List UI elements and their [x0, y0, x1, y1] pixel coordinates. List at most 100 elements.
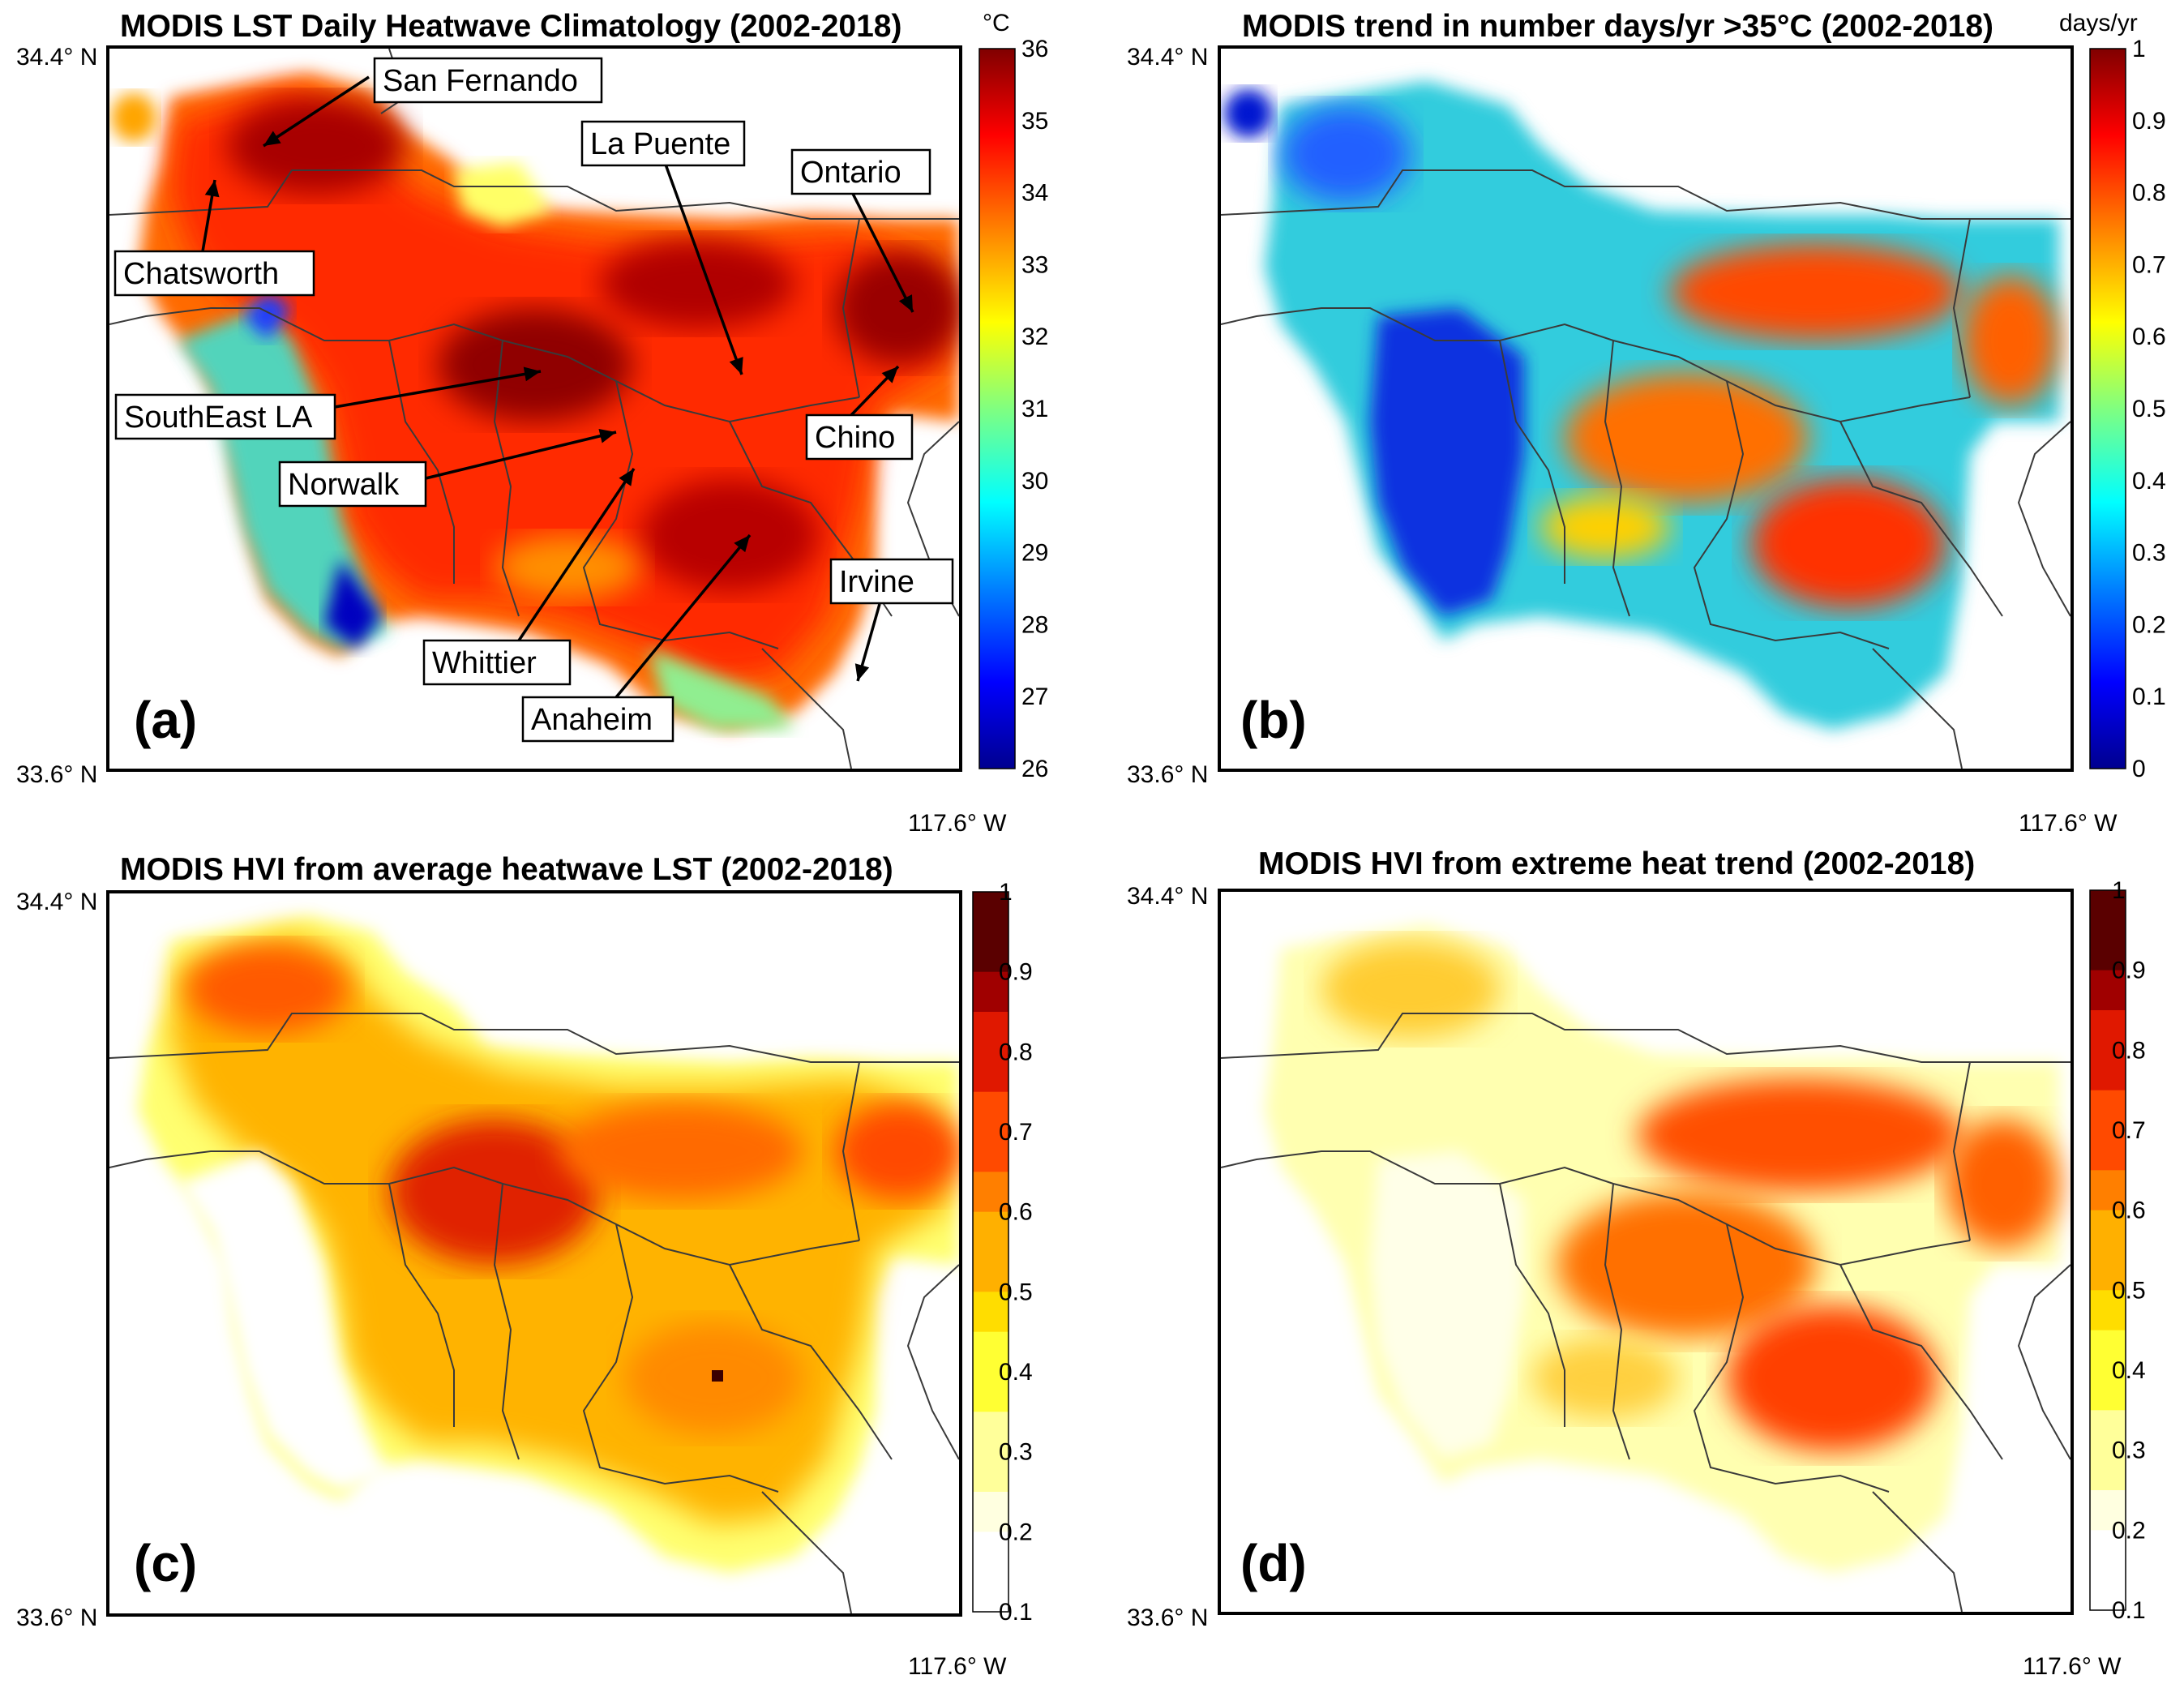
panel-b-colorbar [2089, 48, 2126, 769]
panel-a-colorbar-ticks: 36 35 34 33 32 31 30 29 28 27 26 [1021, 36, 1048, 782]
colorbar-bin [973, 1412, 1008, 1453]
colorbar-tick-label: 27 [1021, 683, 1048, 710]
colorbar-tick-label: 0 [2132, 756, 2146, 782]
colorbar-tick-label: 0.2 [2112, 1517, 2146, 1544]
colorbar-tick-label: 0.6 [999, 1199, 1033, 1226]
city-label: Norwalk [278, 428, 617, 508]
colorbar-tick-label: 1 [2112, 877, 2126, 904]
hvi-hotspot-ontario [835, 1103, 959, 1200]
panel-d-lat-bottom: 33.6° N [1127, 1604, 1208, 1631]
panel-c-letter: (c) [134, 1534, 197, 1592]
coastal-cold-spot [324, 559, 381, 649]
colorbar-bin [2090, 1330, 2126, 1371]
colorbar-bin [973, 1292, 1008, 1333]
hvi-d-north [1321, 940, 1500, 1038]
panel-a-colorbar [979, 48, 1016, 769]
panel-d-colorbar [2089, 889, 2126, 1611]
city-arrow [334, 370, 542, 409]
panel-a-unit: °C [983, 10, 1010, 36]
panel-d-letter: (d) [1240, 1534, 1307, 1592]
panel-b-lat-top: 34.4° N [1127, 44, 1208, 71]
colorbar-bin [2090, 1170, 2126, 1211]
colorbar-bin [973, 1492, 1008, 1532]
colorbar-bin [973, 1571, 1008, 1613]
colorbar-bin [973, 1252, 1008, 1292]
colorbar-bin [2090, 1570, 2126, 1611]
panel-b-lat-bottom: 33.6° N [1127, 761, 1208, 788]
city-label-box [373, 57, 603, 104]
city-label: La Puente [580, 120, 746, 375]
colorbar-tick-label: 0.4 [2112, 1357, 2146, 1384]
panel-c-boundaries [109, 1013, 959, 1613]
colorbar-bin [973, 1532, 1008, 1573]
city-arrowhead [523, 366, 541, 382]
colorbar-tick-label: 1 [2132, 36, 2146, 62]
colorbar-tick-label: 30 [1021, 468, 1048, 495]
isolated-warm-patch [111, 93, 156, 142]
hvi-d-mid-band [1532, 1338, 1678, 1419]
colorbar-tick-label: 26 [1021, 756, 1048, 782]
colorbar-bin [973, 1172, 1008, 1213]
colorbar-outline [972, 891, 1009, 1613]
panel-a-lst-climatology: MODIS LST Daily Heatwave Climatology (20… [16, 9, 1048, 788]
colorbar-tick-label: 32 [1021, 323, 1048, 350]
colorbar-tick-label: 0.8 [999, 1039, 1033, 1065]
colorbar-tick-label: 0.8 [2132, 180, 2166, 207]
panel-c-hvi-average-lst: MODIS HVI from average heatwave LST (200… [16, 852, 1033, 1680]
colorbar-bin [2090, 890, 2126, 931]
panel-d-boundaries [1221, 1013, 2071, 1612]
mid-trend-band [1540, 495, 1670, 559]
city-arrow [615, 533, 752, 699]
hotspot-southeast-la [438, 308, 632, 422]
colorbar-tick-label: 0.5 [999, 1279, 1033, 1305]
colorbar-bin [2090, 1010, 2126, 1051]
colorbar-bin [973, 892, 1008, 932]
colorbar-bin [973, 1331, 1008, 1373]
city-label: Anaheim [521, 533, 752, 743]
city-arrowhead [729, 357, 743, 375]
colorbar-tick-label: 34 [1021, 180, 1048, 207]
colorbar-tick-label: 0.6 [2112, 1197, 2146, 1224]
city-arrowhead [263, 131, 281, 146]
colorbar-tick-label: 0.3 [2112, 1437, 2146, 1464]
colorbar-tick-label: 29 [1021, 540, 1048, 567]
colorbar-tick-label: 0.2 [2132, 611, 2166, 638]
colorbar-bin [2090, 1210, 2126, 1251]
coastal-low-trend [1370, 308, 1524, 616]
city-label-box [521, 696, 674, 743]
colorbar-tick-label: 35 [1021, 108, 1048, 135]
city-name: Whittier [432, 646, 537, 680]
isolated-low-patch [1224, 89, 1273, 138]
colorbar-tick-label: 0.6 [2132, 323, 2166, 350]
city-label-box [422, 639, 572, 686]
city-label-box [580, 120, 746, 167]
city-label-box [790, 148, 931, 195]
city-name: SouthEast LA [124, 401, 313, 435]
hvi-d-hotspot-northeast [1638, 1078, 1962, 1192]
panel-c-colorbar-ticks: 1 0.9 0.8 0.7 0.6 0.5 0.4 0.3 0.2 0.1 [999, 879, 1033, 1626]
colorbar-tick-label: 0.4 [2132, 468, 2166, 495]
city-label: SouthEast LA [114, 366, 542, 440]
colorbar-tick-label: 0.4 [999, 1359, 1033, 1386]
panel-d-colorbar-ticks: 1 0.9 0.8 0.7 0.6 0.5 0.4 0.3 0.2 0.1 [2112, 877, 2146, 1624]
colorbar-bin [973, 1091, 1008, 1133]
panel-b-letter: (b) [1240, 691, 1307, 749]
panel-b-extreme-days-trend: MODIS trend in number days/yr >35°C (200… [1127, 9, 2166, 837]
colorbar-tick-label: 31 [1021, 396, 1048, 422]
colorbar-bin [2090, 930, 2126, 971]
colorbar-tick-label: 0.7 [2132, 251, 2166, 278]
colorbar-tick-label: 0.5 [2112, 1277, 2146, 1304]
city-name: Chino [815, 421, 895, 455]
city-label: Chino [805, 365, 914, 461]
city-label: Irvine [829, 558, 954, 682]
city-name: Chatsworth [123, 257, 279, 291]
colorbar-tick-label: 0.5 [2132, 396, 2166, 422]
colorbar-tick-label: 33 [1021, 251, 1048, 278]
southern-cool-zone [649, 649, 794, 730]
city-arrowhead [898, 294, 913, 312]
hvi-max-pixel [712, 1370, 723, 1382]
colorbar-tick-label: 28 [1021, 611, 1048, 638]
colorbar-bin [973, 971, 1008, 1013]
panel-d-lat-top: 34.4° N [1127, 883, 1208, 910]
